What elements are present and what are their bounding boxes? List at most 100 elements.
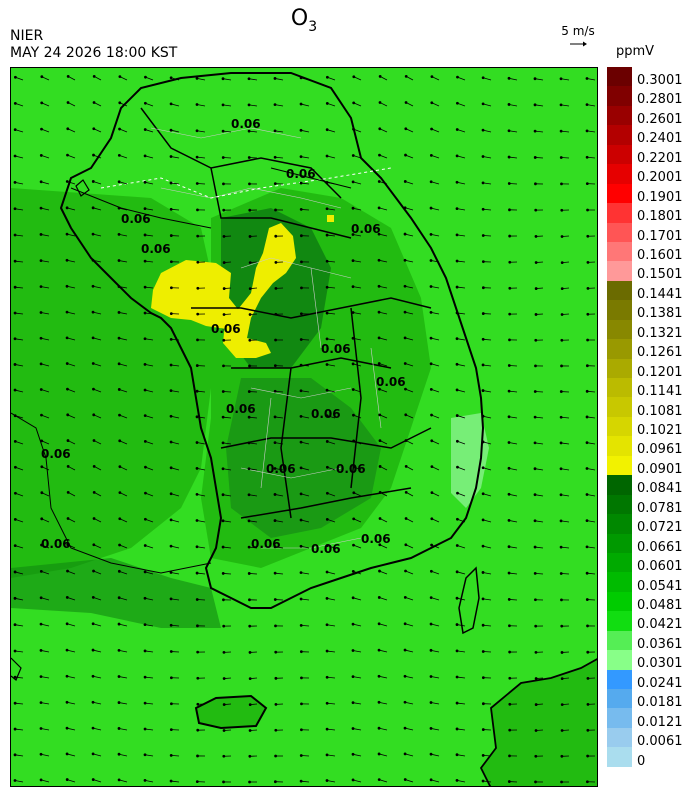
wind-vector-head bbox=[91, 778, 95, 781]
contour-line-c bbox=[270, 167, 352, 189]
wind-vector-head bbox=[508, 728, 512, 732]
wind-vector-head bbox=[403, 310, 407, 314]
wind-vector-head bbox=[508, 338, 511, 342]
wind-vector-head bbox=[533, 467, 537, 471]
wind-vector-head bbox=[92, 74, 96, 78]
wind-vector-head bbox=[65, 726, 69, 730]
legend-swatch bbox=[607, 261, 632, 281]
wind-vector-head bbox=[299, 779, 303, 783]
wind-vector-head bbox=[455, 337, 459, 341]
wind-vector-head bbox=[481, 181, 485, 185]
legend-label: 0.1081 bbox=[637, 403, 683, 419]
wind-vector-head bbox=[429, 336, 433, 340]
wind-vector-head bbox=[13, 259, 17, 263]
wind-vector-head bbox=[481, 518, 485, 522]
wind-vector-head bbox=[534, 754, 538, 758]
wind-vector-head bbox=[325, 570, 329, 574]
wind-vector-head bbox=[403, 180, 407, 183]
wind-vector-head bbox=[429, 752, 433, 756]
wind-vector-head bbox=[352, 465, 356, 469]
wind-vector-head bbox=[507, 389, 511, 393]
wind-vector-head bbox=[559, 129, 563, 133]
wind-vector-head bbox=[507, 76, 511, 80]
wind-vector-head bbox=[117, 285, 121, 288]
wind-vector-head bbox=[377, 778, 381, 782]
legend-swatch bbox=[607, 591, 632, 612]
legend-swatch bbox=[607, 689, 632, 709]
wind-vector-head bbox=[143, 233, 147, 237]
wind-vector-head bbox=[455, 778, 459, 782]
wind-vector-head bbox=[455, 570, 459, 574]
wind-vector-head bbox=[248, 677, 252, 680]
wind-vector-head bbox=[404, 387, 407, 391]
legend-swatch bbox=[607, 455, 632, 476]
wind-vector-head bbox=[91, 752, 95, 756]
wind-vector-head bbox=[92, 439, 96, 442]
legend-label: 0.1701 bbox=[637, 228, 683, 244]
wind-vector-head bbox=[508, 624, 511, 628]
northern-border bbox=[100, 167, 392, 199]
wind-vector-head bbox=[586, 338, 590, 342]
legend-label: 0.2201 bbox=[637, 150, 683, 166]
wind-vector-head bbox=[455, 701, 459, 705]
wind-vector-head bbox=[222, 338, 226, 342]
wind-vector-head bbox=[351, 311, 355, 314]
wind-vector-head bbox=[560, 261, 564, 265]
contour-label: 0.06 bbox=[286, 167, 316, 181]
wind-vector-head bbox=[39, 388, 43, 391]
wind-vector-head bbox=[377, 206, 381, 210]
wind-vector-head bbox=[169, 779, 173, 783]
legend-swatch bbox=[607, 572, 632, 592]
contour-label: 0.06 bbox=[251, 537, 281, 551]
wind-vector-head bbox=[273, 780, 277, 784]
wind-vector-head bbox=[117, 206, 121, 210]
wind-vector-head bbox=[196, 312, 200, 316]
legend-swatch bbox=[607, 650, 632, 670]
wind-vector-head bbox=[403, 752, 407, 756]
wind-vector-head bbox=[404, 543, 408, 547]
legend-swatch bbox=[607, 358, 632, 378]
wind-vector-head bbox=[508, 754, 511, 758]
wind-vector-head bbox=[429, 648, 433, 652]
wind-vector-head bbox=[143, 544, 147, 547]
wind-vector-head bbox=[91, 726, 95, 730]
wind-vector-head bbox=[299, 414, 303, 418]
wind-vector-head bbox=[13, 623, 17, 627]
wind-vector-head bbox=[66, 153, 69, 157]
wind-vector-head bbox=[222, 313, 226, 316]
wind-vector-head bbox=[586, 754, 590, 758]
wind-vector-head bbox=[352, 517, 356, 521]
legend-swatch bbox=[607, 630, 632, 651]
legend-label: 0.0721 bbox=[637, 520, 683, 536]
wind-vector-head bbox=[455, 414, 459, 417]
wind-vector-head bbox=[143, 362, 147, 366]
high-ozone-speck bbox=[327, 215, 334, 222]
wind-vector-head bbox=[273, 545, 277, 549]
legend-label: 0.0061 bbox=[637, 734, 683, 750]
wind-vector-head bbox=[39, 233, 43, 236]
wind-vector-head bbox=[169, 260, 173, 264]
wind-vector-head bbox=[559, 390, 563, 393]
legend-swatch bbox=[607, 203, 632, 223]
wind-vector-head bbox=[91, 310, 95, 314]
wind-vector-head bbox=[66, 101, 70, 104]
legend-label: 0.0241 bbox=[637, 675, 683, 691]
legend-swatch bbox=[607, 300, 632, 320]
legend-swatch bbox=[607, 319, 632, 340]
contour-label: 0.06 bbox=[121, 212, 151, 226]
legend-label: 0.0841 bbox=[637, 481, 683, 497]
wind-vector-head bbox=[404, 101, 408, 104]
legend-swatch bbox=[607, 183, 632, 204]
wind-vector-head bbox=[560, 729, 564, 732]
wind-vector-head bbox=[533, 129, 537, 133]
wind-vector-head bbox=[481, 466, 485, 470]
wind-vector-head bbox=[325, 491, 329, 495]
wind-vector-head bbox=[534, 235, 538, 238]
wind-vector-head bbox=[273, 155, 277, 159]
wind-vector-head bbox=[169, 207, 173, 211]
legend-swatch bbox=[607, 280, 632, 301]
wind-vector-head bbox=[248, 338, 252, 342]
wind-vector-head bbox=[585, 77, 589, 80]
wind-vector-head bbox=[534, 313, 538, 316]
wind-vector-head bbox=[40, 517, 44, 521]
